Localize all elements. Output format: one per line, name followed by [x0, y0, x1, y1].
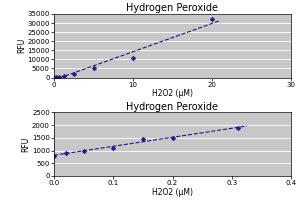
- Point: [140, 138, 145, 141]
- Y-axis label: RFU: RFU: [21, 137, 30, 152]
- Point: [235, 126, 240, 129]
- Point: [71, 72, 76, 75]
- Point: [61, 74, 66, 77]
- Point: [91, 67, 96, 70]
- Point: [170, 136, 175, 139]
- X-axis label: H2O2 (μM): H2O2 (μM): [152, 188, 193, 197]
- Point: [52, 154, 56, 157]
- Title: Hydrogen Peroxide: Hydrogen Peroxide: [127, 102, 218, 112]
- Point: [52, 76, 56, 79]
- Title: Hydrogen Peroxide: Hydrogen Peroxide: [127, 3, 218, 13]
- Point: [54, 76, 59, 79]
- Point: [111, 146, 116, 150]
- Point: [81, 149, 86, 152]
- Point: [57, 75, 62, 78]
- X-axis label: H2O2 (μM): H2O2 (μM): [152, 89, 193, 98]
- Y-axis label: RFU: RFU: [17, 38, 26, 53]
- Point: [64, 152, 68, 155]
- Point: [210, 18, 214, 21]
- Point: [130, 57, 135, 60]
